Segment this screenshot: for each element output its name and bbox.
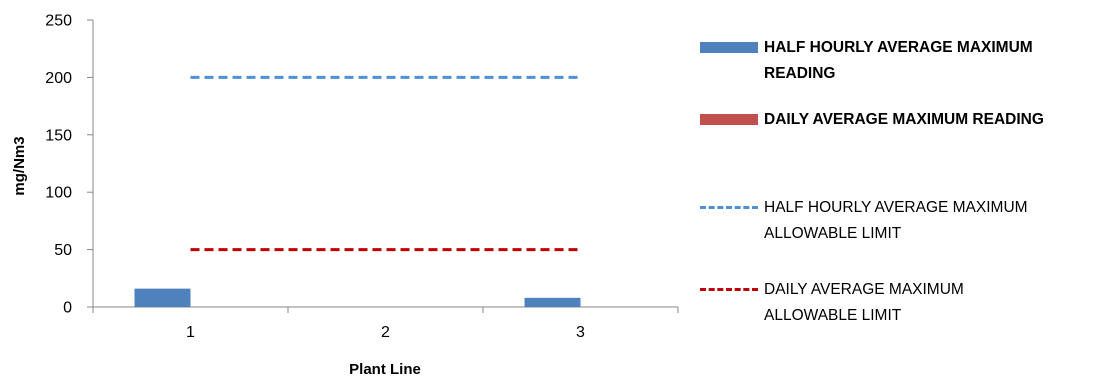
legend-label: DAILY AVERAGE MAXIMUM ALLOWABLE LIMIT [764,281,964,324]
x-tick-label: 3 [576,324,585,341]
x-tick-label: 2 [381,324,390,341]
legend-item-half-hourly-reading: HALF HOURLY AVERAGE MAXIMUM READING [700,38,1104,87]
legend-swatch-dash-blue [700,198,758,218]
bar-series-0-cat-2 [524,297,581,307]
legend-item-half-hourly-limit: HALF HOURLY AVERAGE MAXIMUM ALLOWABLE LI… [700,198,1064,247]
legend-swatch-bar-red [700,110,758,130]
legend-label: HALF HOURLY AVERAGE MAXIMUM ALLOWABLE LI… [764,199,1028,242]
legend-label: HALF HOURLY AVERAGE MAXIMUM READING [764,39,1033,82]
y-tick-label: 100 [45,185,72,202]
legend-swatch-dash-red [700,280,758,300]
y-tick-label: 250 [45,13,72,30]
y-axis: 0 50 100 150 200 250 [45,13,94,317]
limit-lines [190,75,581,252]
x-axis: 1 2 3 [92,306,679,341]
bar-series-0-cat-0 [134,288,191,307]
y-tick-label: 0 [63,300,72,317]
y-tick-label: 200 [45,70,72,87]
x-tick-label: 1 [186,324,195,341]
legend-swatch-bar-blue [700,38,758,58]
bar-series [134,288,581,307]
legend-label: DAILY AVERAGE MAXIMUM READING [764,111,1044,128]
y-tick-label: 50 [54,242,72,259]
legend-item-daily-limit: DAILY AVERAGE MAXIMUM ALLOWABLE LIMIT [700,280,1034,329]
legend-item-daily-reading: DAILY AVERAGE MAXIMUM READING [700,110,1118,133]
x-axis-title: Plant Line [349,361,421,378]
y-axis-title: mg/Nm3 [11,136,28,195]
y-tick-label: 150 [45,127,72,144]
